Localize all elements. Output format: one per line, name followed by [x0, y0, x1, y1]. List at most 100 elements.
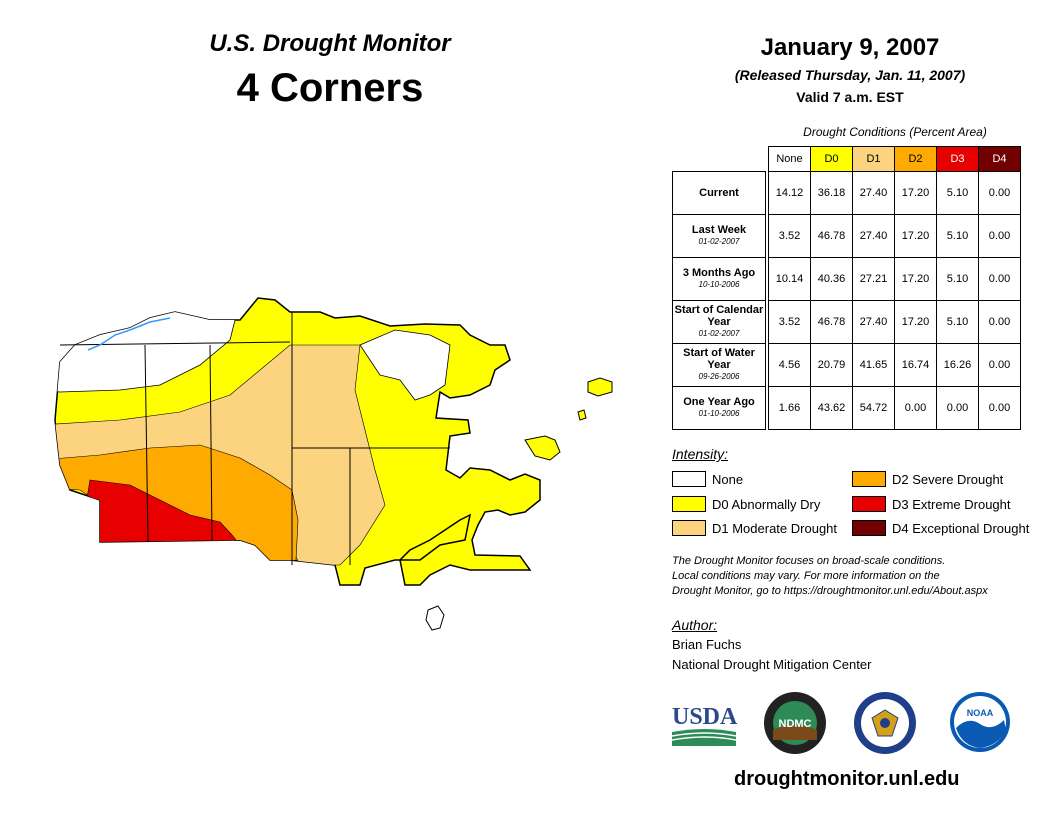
cell: 36.18 [810, 171, 853, 215]
cell: 46.78 [810, 300, 853, 344]
cell: 17.20 [894, 171, 937, 215]
cell: 0.00 [978, 171, 1021, 215]
note-line: The Drought Monitor focuses on broad-sca… [672, 555, 946, 567]
header-blank [673, 147, 766, 172]
legend-label: D4 Exceptional Drought [892, 520, 1030, 536]
legend-swatch [852, 520, 886, 536]
ndmc-logo: NDMC [764, 692, 826, 754]
noaa-logo-text: NOAA [967, 708, 994, 718]
row-sub-date: 10-10-2006 [698, 280, 740, 289]
row-label: Last Week 01-02-2007 [672, 214, 766, 258]
col-d3: D3 [936, 146, 979, 172]
cell: 3.52 [768, 300, 811, 344]
state-boundaries [59, 312, 450, 565]
legend-swatch [672, 471, 706, 487]
cell: 41.65 [852, 343, 895, 387]
island-east-2 [577, 409, 587, 421]
cell: 0.00 [978, 214, 1021, 258]
usda-logo-text: USDA [672, 704, 738, 730]
valid-time: Valid 7 a.m. EST [796, 89, 904, 105]
release-date: (Released Thursday, Jan. 11, 2007) [734, 67, 966, 83]
col-d1: D1 [852, 146, 895, 172]
cell: 17.20 [894, 300, 937, 344]
map-region: 4 Corners [236, 66, 424, 110]
legend-label: D2 Severe Drought [892, 471, 1004, 487]
legend-item-d2: D2 Severe Drought [852, 471, 1003, 487]
cell: 5.10 [936, 300, 979, 344]
legend-swatch [852, 471, 886, 487]
table-row: Start of Water Year 09-26-2006 4.56 20.79… [672, 343, 1021, 387]
author-heading: Author: [672, 617, 718, 633]
cell: 20.79 [810, 343, 853, 387]
cell: 46.78 [810, 214, 853, 258]
row-label-text: Start of Water Year [683, 347, 755, 371]
legend-label: None [712, 471, 744, 487]
island-east-3 [524, 435, 561, 461]
commerce-seal [854, 692, 916, 754]
cell: 3.52 [768, 214, 811, 258]
cell: 40.36 [810, 257, 853, 301]
table-header-row: None D0 D1 D2 D3 D4 [673, 146, 1021, 172]
legend-label: D0 Abnormally Dry [712, 496, 821, 512]
table-row: Current 14.12 36.18 27.40 17.20 5.10 0.0… [672, 171, 1021, 215]
legend-label: D1 Moderate Drought [712, 520, 838, 536]
cell: 43.62 [810, 386, 853, 430]
table-caption: Drought Conditions (Percent Area) [803, 125, 987, 139]
cell: 4.56 [768, 343, 811, 387]
footer-url[interactable]: droughtmonitor.unl.edu [734, 768, 960, 790]
row-sub-date: 01-02-2007 [698, 237, 740, 246]
map-date: January 9, 2007 [760, 34, 940, 61]
map-title: U.S. Drought Monitor [209, 30, 451, 57]
cell: 0.00 [978, 257, 1021, 301]
row-label-text: Current [699, 187, 739, 199]
legend-item-d4: D4 Exceptional Drought [852, 520, 1029, 536]
cell: 16.26 [936, 343, 979, 387]
note-line: Local conditions may vary. For more info… [672, 570, 940, 582]
cell: 5.10 [936, 171, 979, 215]
legend-item-d0: D0 Abnormally Dry [672, 496, 820, 512]
table-row: Start of Calendar Year 01-02-2007 3.52 46… [672, 300, 1021, 344]
cell: 10.14 [768, 257, 811, 301]
col-d4: D4 [978, 146, 1021, 172]
legend-swatch [672, 520, 706, 536]
col-none: None [768, 146, 811, 172]
river-line [87, 317, 171, 351]
legend-item-none: None [672, 471, 743, 487]
legend-heading: Intensity: [672, 446, 729, 462]
row-label: Start of Calendar Year 01-02-2007 [672, 300, 766, 344]
author-org: National Drought Mitigation Center [672, 657, 872, 672]
island-east [587, 377, 613, 397]
cell: 14.12 [768, 171, 811, 215]
cell: 27.40 [852, 171, 895, 215]
drought-map [54, 297, 613, 631]
author-name: Brian Fuchs [672, 637, 742, 652]
legend-label: D3 Extreme Drought [892, 496, 1011, 512]
table-row: Last Week 01-02-2007 3.52 46.78 27.40 17.… [672, 214, 1021, 258]
cell: 0.00 [978, 300, 1021, 344]
row-label-text: One Year Ago [683, 396, 755, 408]
row-sub-date: 01-02-2007 [698, 329, 740, 338]
legend-swatch [672, 496, 706, 512]
disclaimer-note: The Drought Monitor focuses on broad-sca… [672, 554, 1042, 599]
cell: 5.10 [936, 214, 979, 258]
none-area-northeast [359, 329, 451, 401]
cell: 54.72 [852, 386, 895, 430]
row-sub-date: 09-26-2006 [698, 372, 740, 381]
col-d2: D2 [894, 146, 937, 172]
row-label-text: Start of Calendar Year [674, 304, 764, 328]
table-row: One Year Ago 01-10-2006 1.66 43.62 54.72 … [672, 386, 1021, 430]
cell: 17.20 [894, 214, 937, 258]
island-south [425, 605, 445, 631]
cell: 17.20 [894, 257, 937, 301]
cell: 5.10 [936, 257, 979, 301]
row-sub-date: 01-10-2006 [698, 409, 740, 418]
cell: 1.66 [768, 386, 811, 430]
row-label: 3 Months Ago 10-10-2006 [672, 257, 766, 301]
noaa-logo: NOAA [950, 692, 1010, 752]
row-label-text: 3 Months Ago [682, 267, 756, 279]
legend-item-d1: D1 Moderate Drought [672, 520, 837, 536]
ndmc-logo-text: NDMC [779, 718, 812, 730]
row-label-text: Last Week [691, 224, 747, 236]
cell: 0.00 [894, 386, 937, 430]
drought-conditions-table: None D0 D1 D2 D3 D4 Current 14.12 36.18 … [672, 146, 1021, 430]
